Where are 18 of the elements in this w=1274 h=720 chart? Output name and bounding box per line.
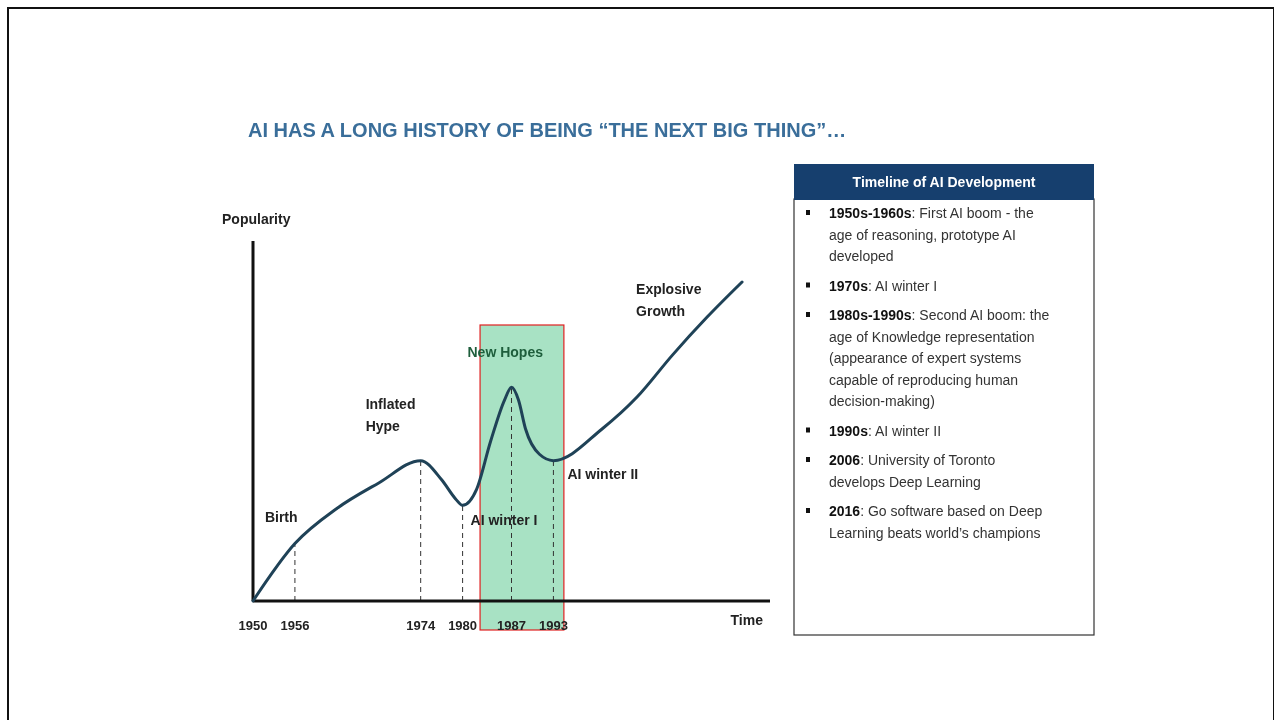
text: 2006: University of Toronto develops Deep Learning <box>829 452 996 490</box>
annotation: Explosive Growth <box>636 281 702 319</box>
chart-title: AI HAS A LONG HISTORY OF BEING “THE NEXT BIG THING”… <box>248 119 847 141</box>
text: 1950s-1960s: First AI boom - the age of reasoning, prototype AI developed <box>829 205 1034 264</box>
text: 1970s: AI winter I <box>829 277 938 294</box>
x-tick-label: 1956 <box>280 618 310 633</box>
text: 2016: Go software based on Deep Learning beats world’s champions <box>829 503 1043 541</box>
text: 1980s-1990s: Second AI boom: the age of Knowledge representation (appearance of expert systems capable of reproducing human decision-making) <box>829 307 1050 409</box>
y-axis-title: Popularity <box>222 211 291 227</box>
annotation: Birth <box>264 508 298 525</box>
x-tick-label: 1974 <box>406 618 436 633</box>
x-axis-title: Time <box>730 612 764 628</box>
x-tick-label: 1980 <box>448 618 478 633</box>
annotation: AI winter II <box>567 465 639 482</box>
annotation: Inflated Hype <box>365 395 416 434</box>
text: Timeline of AI Development <box>852 174 1036 190</box>
text: 1990s: AI winter II <box>829 422 942 439</box>
x-tick-label: 1950 <box>238 618 268 633</box>
